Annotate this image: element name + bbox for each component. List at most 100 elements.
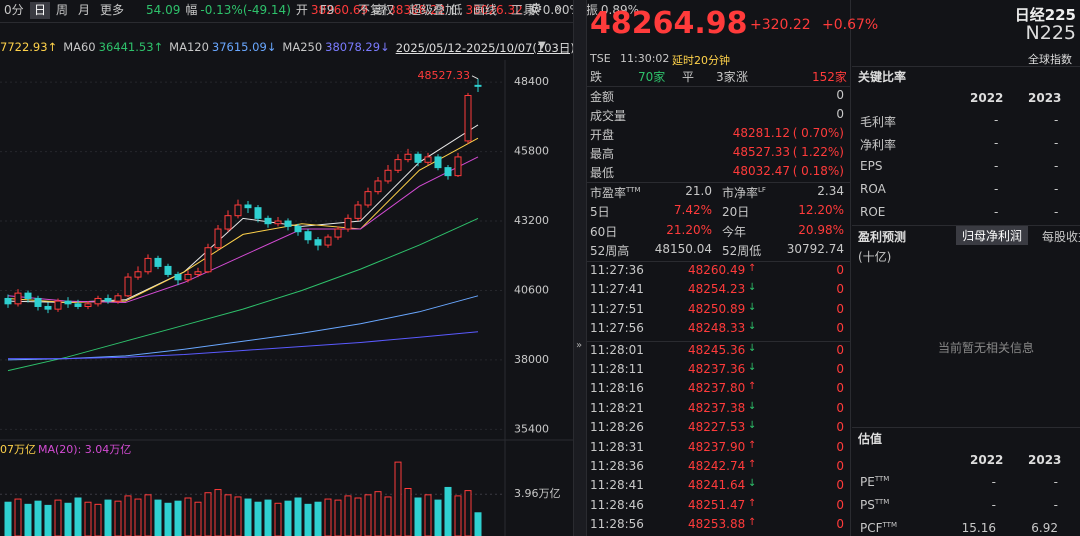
tick-time: 11:27:36: [590, 263, 644, 277]
divider: [586, 182, 850, 183]
volume-bar: [14, 498, 22, 536]
volume-bar: [304, 503, 312, 536]
info-panel: 日经225 N225 全球指数 关键比率 2022 2023 毛利率 - - 净利率 - - EPS - -…: [852, 0, 1080, 536]
tick-arrow: ↓: [748, 420, 757, 432]
legend-item: MA60 36441.53↑: [63, 40, 163, 56]
stat: 开 38260.69: [296, 2, 368, 19]
volume-bar: [354, 497, 362, 536]
valuation-value: 6.92: [1031, 521, 1058, 535]
breadth-count: 70家: [638, 70, 666, 84]
volume-bar: [274, 502, 282, 536]
tick-time: 11:28:26: [590, 420, 644, 435]
empty-state: 当前暂无相关信息: [938, 341, 1035, 355]
stat-label: 高: [373, 3, 386, 17]
stat-value: 38260.69: [310, 3, 369, 17]
period-tab[interactable]: 0分: [4, 3, 24, 17]
tick-time: 11:28:41: [590, 478, 644, 493]
tick-price: 48254.23: [688, 282, 746, 297]
tick-time: 11:28:16: [590, 381, 644, 396]
volume-bar: [264, 499, 272, 536]
divider: [586, 86, 850, 87]
price-change-pct: +0.67%: [822, 17, 879, 33]
collapse-icon[interactable]: »: [555, 1, 563, 15]
y-tick-label: 38000: [514, 353, 549, 366]
legend-item: MA120 37615.09↓: [169, 40, 276, 56]
volume-bar: [384, 496, 392, 536]
volume-bar: [414, 497, 422, 536]
label-sup: TTM: [874, 475, 890, 483]
row-value: 48527.33: [732, 145, 790, 159]
quote-panel: 48264.98 +320.22 +0.67% TSE 11:30:02 延时20分钟跌 7…: [586, 0, 878, 536]
candle-body: [134, 271, 142, 278]
tick-price: 48237.36: [688, 362, 746, 376]
y-tick-label: 3.96万亿: [514, 487, 561, 500]
candle-body: [44, 305, 52, 310]
row-value: 0: [836, 107, 844, 121]
tick-arrow: ↑: [748, 439, 757, 451]
candle-body: [254, 207, 262, 219]
period-tab[interactable]: 月: [78, 3, 91, 17]
volume-bar: [104, 499, 112, 536]
volume-bar: [64, 502, 72, 536]
settings-icon[interactable]: ⚙: [530, 1, 543, 17]
breadth-label: 平: [682, 70, 695, 84]
volume-bar: [134, 498, 142, 536]
tool-button[interactable]: 超级叠加: [409, 3, 458, 17]
legend-label: MA60: [63, 40, 96, 54]
index-kind: 全球指数: [1028, 53, 1072, 66]
candle-body: [214, 228, 222, 249]
valuation-value: 15.16: [961, 521, 996, 535]
legend-label: MA250: [282, 40, 323, 54]
tick-arrow: ↓: [748, 342, 757, 354]
unit-label: (十亿): [858, 250, 892, 264]
candle-body: [174, 273, 182, 281]
candle-body: [434, 156, 442, 169]
dropdown-icon[interactable]: ▼: [538, 40, 546, 51]
tool-button[interactable]: 工具: [511, 3, 536, 17]
volume-bar: [244, 498, 252, 536]
volume-bar: [84, 501, 92, 536]
volume-bar: [154, 499, 162, 536]
volume-bar: [44, 504, 52, 536]
forecast-tab[interactable]: 归母净利润: [956, 226, 1029, 245]
breadth-label: 跌: [590, 70, 603, 84]
stat-value: 0.00%: [542, 3, 581, 17]
legend-value: 7722.93↑: [0, 40, 58, 54]
tick-arrow: ↓: [748, 301, 757, 313]
tool-button[interactable]: 画线: [473, 3, 498, 17]
ratio-label: 毛利率: [860, 115, 897, 129]
volume-bar: [324, 498, 332, 536]
ratio-value: -: [1054, 113, 1059, 127]
stat-label: 振: [585, 3, 598, 17]
stat: 低 38026.32: [450, 2, 522, 19]
period-tab[interactable]: 周: [56, 3, 69, 17]
tick-arrow: ↓: [748, 321, 757, 333]
tick-arrow: ↓: [748, 478, 757, 490]
divider: [586, 340, 850, 342]
stat-value: 30792.74: [786, 241, 844, 256]
candle-body: [204, 247, 212, 273]
kline-chart: 48400 45800 43200 40600 38000 35400 48527.33 07…: [0, 60, 573, 536]
candle-body: [84, 303, 92, 307]
period-tab[interactable]: 日: [30, 2, 51, 19]
tick-arrow: ↑: [748, 459, 757, 470]
splitter[interactable]: »: [573, 0, 587, 536]
forecast-tab[interactable]: 每股收益: [1042, 230, 1080, 244]
ratio-value: -: [994, 136, 999, 150]
candle-body: [474, 84, 482, 87]
tool-button[interactable]: F9: [320, 3, 335, 17]
quote-time: 11:30:02: [620, 52, 670, 65]
tool-button[interactable]: 不复权: [358, 3, 395, 17]
tick-price: 48237.90: [688, 439, 746, 454]
ma-legend: 7722.93↑ MA60 36441.53↑ MA120 37615.09↓ MA250…: [0, 40, 575, 56]
volume-bar: [164, 502, 172, 536]
candle-body: [34, 297, 42, 307]
row-label: 金额: [590, 90, 615, 104]
stat: 54.09: [146, 2, 180, 19]
tick-volume: 0: [836, 282, 844, 297]
date-range[interactable]: 2025/05/12-2025/10/07(103日): [395, 41, 575, 55]
y-tick-label: 43200: [514, 214, 549, 227]
y-tick-label: 45800: [514, 145, 549, 158]
period-tab[interactable]: 更多: [100, 3, 125, 17]
tick-time: 11:28:36: [590, 459, 644, 473]
